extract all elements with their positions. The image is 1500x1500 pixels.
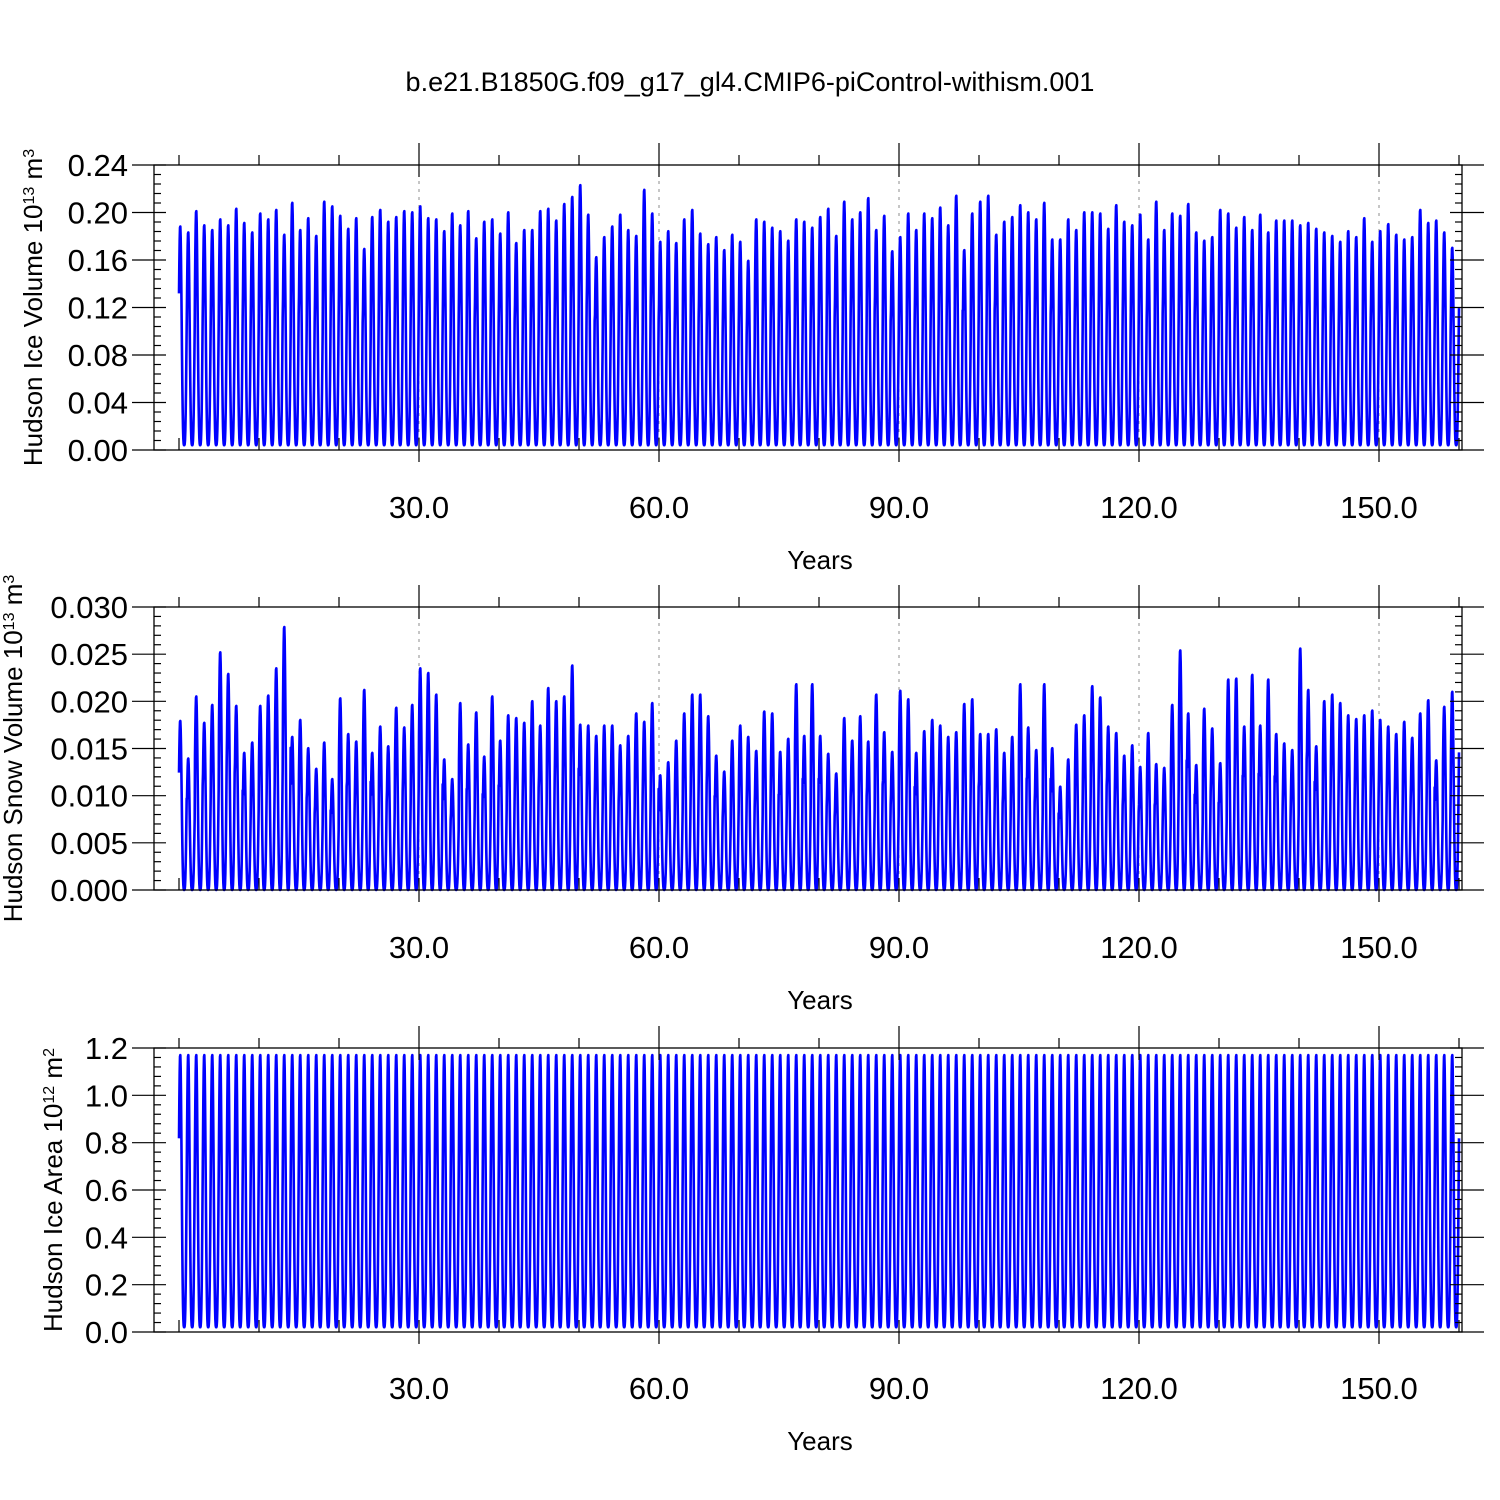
y-tick-label: 0.000 [50,873,128,908]
y-tick-label: 0.0 [85,1315,128,1350]
y-tick-label: 0.00 [68,433,128,468]
y-tick-label: 0.030 [50,590,128,625]
x-tick-label: 60.0 [629,930,689,965]
x-tick-label: 150.0 [1340,1371,1418,1406]
x-tick-label: 150.0 [1340,930,1418,965]
x-tick-label: 30.0 [389,490,449,525]
y-tick-label: 0.015 [50,732,128,767]
x-tick-label: 120.0 [1100,490,1178,525]
snow-volume-panel: Years Hudson Snow Volume 1013 m3 0.000 0.… [0,575,1484,1015]
series-line [177,1053,1461,1329]
y-tick-label: 0.04 [68,386,128,421]
y-tick-label: 0.8 [85,1126,128,1161]
x-tick-label: 60.0 [629,1371,689,1406]
x-tick-label: 90.0 [869,930,929,965]
series-line [177,183,1461,447]
y-tick-label: 0.025 [50,637,128,672]
x-tick-label: 30.0 [389,1371,449,1406]
x-axis-title: Years [787,1426,853,1456]
x-axis-title: Years [787,545,853,575]
y-tick-label: 0.6 [85,1173,128,1208]
series-line [177,625,1461,892]
y-tick-label: 0.20 [68,196,128,231]
y-tick-label: 0.08 [68,338,128,373]
y-tick-label: 0.005 [50,826,128,861]
y-tick-label: 0.4 [85,1220,128,1255]
x-tick-label: 60.0 [629,490,689,525]
x-tick-label: 120.0 [1100,930,1178,965]
x-axis-title: Years [787,985,853,1015]
y-tick-label: 0.16 [68,243,128,278]
x-tick-label: 30.0 [389,930,449,965]
y-tick-label: 0.12 [68,291,128,326]
y-tick-label: 0.24 [68,148,128,183]
y-tick-label: 1.0 [85,1078,128,1113]
y-tick-label: 0.020 [50,684,128,719]
y-axis-title: Hudson Snow Volume 1013 m3 [0,575,28,923]
y-axis-title: Hudson Ice Volume 1013 m3 [18,149,48,466]
y-axis-title: Hudson Ice Area 1012 m2 [38,1048,68,1332]
x-tick-label: 90.0 [869,490,929,525]
ice-area-panel: Years Hudson Ice Area 1012 m2 0.0 0.2 0.4 0… [38,1026,1484,1456]
figure-title: b.e21.B1850G.f09_g17_gl4.CMIP6-piControl… [406,67,1095,97]
ice-volume-panel: Years Hudson Ice Volume 1013 m3 0.00 0.04… [18,143,1484,575]
x-tick-label: 150.0 [1340,490,1418,525]
y-tick-label: 0.2 [85,1268,128,1303]
x-tick-label: 90.0 [869,1371,929,1406]
y-tick-label: 0.010 [50,779,128,814]
y-tick-label: 1.2 [85,1031,128,1066]
x-tick-label: 120.0 [1100,1371,1178,1406]
